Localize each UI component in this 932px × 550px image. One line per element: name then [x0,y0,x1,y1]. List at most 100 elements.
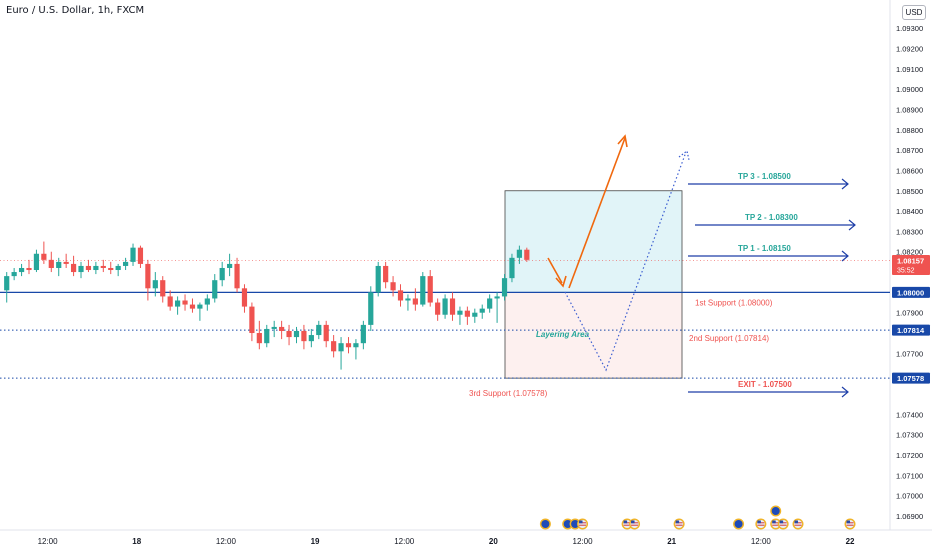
price-badge-label: 1.07814 [897,326,925,335]
time-tick: 12:00 [216,537,237,546]
candle [457,306,463,325]
eu-event-icon[interactable] [733,518,745,530]
projection-arrow-long [568,137,626,289]
candle-body [145,263,151,289]
candle [412,288,418,311]
eu-event-icon[interactable] [770,505,782,517]
candle [494,292,500,323]
price-tick: 1.08700 [896,146,923,155]
candle [167,290,173,311]
candle [93,261,99,275]
price-tick: 1.08800 [896,126,923,135]
candle-body [18,267,25,273]
price-badge[interactable] [892,286,930,298]
candle-body [219,267,225,281]
eu-event-icon[interactable] [539,518,551,530]
candle [108,261,114,275]
target-arrow-head [841,250,849,262]
time-tick: 19 [311,537,320,546]
price-badge[interactable] [892,324,930,336]
candle [271,320,277,338]
candle [427,270,433,307]
time-tick: 22 [846,537,855,546]
currency-button[interactable]: USD [902,5,926,20]
price-tick: 1.07100 [896,471,923,480]
candle-body [368,292,374,325]
us-event-icon[interactable] [777,518,789,530]
price-tick: 1.08200 [896,248,923,257]
profit-zone [505,190,682,293]
candle [420,272,426,307]
us-event-icon[interactable] [673,518,685,530]
target-label: TP 1 - 1.08150 [738,244,791,253]
price-badge[interactable] [892,372,930,384]
candle-body [204,298,210,305]
candle [509,253,515,283]
candle [204,294,210,311]
candle [85,259,92,273]
projection-arrow-short [547,257,563,284]
candle [405,294,411,311]
time-axis-panel[interactable] [0,531,890,550]
event-canton [623,520,628,524]
candle-body [4,276,10,291]
candle [383,261,389,289]
candle [227,253,233,277]
candle [435,298,441,321]
price-axis-panel[interactable] [890,0,932,550]
candle-body [115,265,121,271]
us-event-icon[interactable] [792,518,804,530]
us-event-icon[interactable] [629,518,641,530]
chart-title: Euro / U.S. Dollar, 1h, FXCM [6,5,145,16]
price-badge[interactable] [892,254,930,275]
time-tick: 12:00 [38,537,59,546]
event-core [571,520,580,528]
candle [234,257,240,293]
price-tick: 1.09300 [896,24,923,33]
candle [524,247,530,262]
us-event-icon[interactable] [755,518,767,530]
candle [18,263,25,277]
event-canton [675,520,680,524]
candle [182,294,188,311]
price-tick: 1.08300 [896,227,923,236]
price-tick: 1.07700 [896,349,923,358]
candle [442,294,448,319]
price-tick: 1.06900 [896,512,923,521]
projection-arrow-long-head [617,134,628,148]
candle [264,324,270,348]
candle-body [524,249,530,260]
candle-body [449,298,456,315]
price-badge-label: 1.07578 [897,374,924,383]
candle-body [516,249,522,258]
event-core [563,520,572,528]
candle [316,320,322,340]
candle-body [56,261,62,268]
target-label: TP 2 - 1.08300 [745,213,798,222]
price-tick: 1.07200 [896,451,923,460]
candle [70,255,77,277]
candle-body [286,330,292,338]
candle [219,261,225,287]
event-core [541,520,550,528]
candle-body [353,343,359,348]
candle-body [375,265,381,293]
candle-body [494,296,500,299]
candle-body [457,310,463,315]
us-event-icon[interactable] [577,518,589,530]
candle [256,320,262,350]
price-tick: 1.07900 [896,309,923,318]
us-event-icon[interactable] [844,518,856,530]
candle [137,245,144,268]
candle [479,304,485,319]
candle [249,302,255,342]
price-tick: 1.08900 [896,105,923,114]
price-tick: 1.07300 [896,431,923,440]
candle [189,298,196,313]
candle-body [26,267,32,271]
candle [152,272,158,297]
candle-body [256,333,262,344]
projection-arrow-short-head [555,275,567,288]
price-badge-label: 1.08000 [897,288,924,297]
